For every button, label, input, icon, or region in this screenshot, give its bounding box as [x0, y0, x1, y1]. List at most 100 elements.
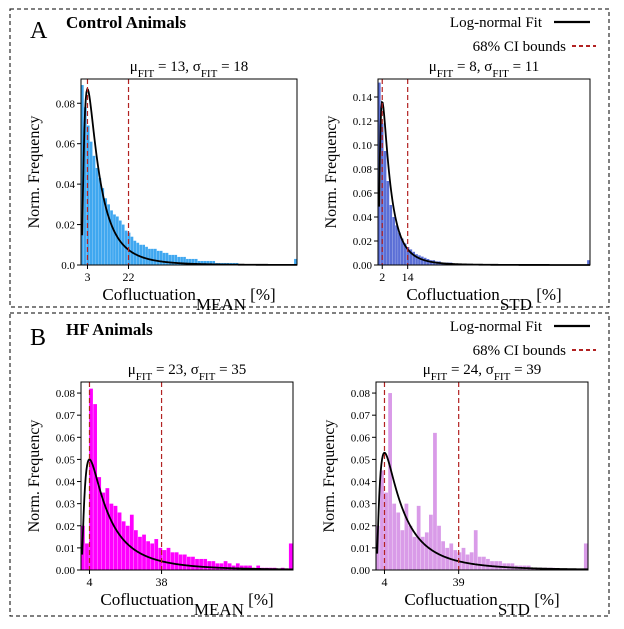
x-axis-label: CofluctuationMEAN [%] — [102, 285, 275, 314]
y-tick-label: 0.12 — [353, 116, 372, 128]
histogram-bar — [182, 554, 187, 570]
histogram-bar — [469, 552, 474, 570]
y-tick-label: 0.02 — [351, 521, 370, 533]
histogram-bar — [145, 246, 148, 265]
x-tick-label: 2 — [379, 270, 385, 284]
plot-frame — [377, 78, 591, 266]
histogram-bar — [154, 539, 159, 570]
histogram-bar — [195, 558, 199, 570]
y-tick-label: 0.00 — [353, 260, 373, 272]
histogram-bar — [412, 536, 417, 570]
histogram-bar — [89, 141, 93, 265]
chart-title: μFIT = 24, σFIT = 39 — [423, 362, 542, 383]
plot-frame — [80, 78, 298, 266]
y-tick-label: 0.00 — [56, 565, 76, 577]
histogram-bar — [158, 547, 163, 570]
histogram-bar — [420, 256, 424, 265]
histogram-bar — [130, 236, 134, 265]
legend-ci-label: 68% CI bounds — [473, 343, 566, 359]
histogram-bar — [105, 488, 110, 570]
histogram-bar — [191, 556, 195, 570]
x-tick-label: 3 — [84, 270, 90, 284]
legend-b: Log-normal Fit 68% CI bounds — [450, 319, 596, 359]
plot-frame — [375, 381, 589, 571]
chart-title: μFIT = 13, σFIT = 18 — [130, 59, 249, 80]
y-tick-label: 0.08 — [56, 388, 76, 400]
y-tick-label: 0.07 — [56, 410, 76, 422]
histogram-bar — [98, 178, 102, 265]
histogram-bar — [170, 552, 175, 570]
histogram-bar — [191, 258, 195, 265]
chart-control-mean: μFIT = 13, σFIT = 18 0.0 0.02 0.04 0.06 0.08 3… — [26, 59, 298, 314]
histogram-bar — [142, 534, 146, 570]
histogram-bar — [423, 257, 427, 265]
y-tick-label: 0.06 — [56, 432, 76, 444]
histogram-bar — [93, 404, 97, 570]
x-tick-label: 14 — [402, 270, 414, 284]
y-tick-label: 0.06 — [351, 432, 371, 444]
histogram-bar — [583, 543, 588, 570]
histogram-bar — [142, 244, 145, 265]
histogram-bar — [256, 565, 261, 570]
y-tick-label: 0.01 — [351, 543, 370, 555]
histogram-bar — [392, 217, 395, 265]
lognormal-fit-curve — [376, 451, 589, 571]
y-tick-label: 0.03 — [56, 499, 76, 511]
y-tick-label: 0.07 — [351, 410, 371, 422]
histogram-bar — [81, 85, 84, 265]
lognormal-fit-curve — [378, 100, 590, 266]
histogram-bar — [294, 258, 297, 265]
y-tick-label: 0.0 — [61, 260, 75, 272]
histogram-bar — [235, 563, 240, 570]
histogram-bar — [433, 432, 437, 570]
legend-a: Log-normal Fit 68% CI bounds — [450, 15, 596, 55]
histogram-bar — [418, 255, 421, 265]
x-axis-label: CofluctuationSTD [%] — [404, 590, 559, 619]
histogram-bar — [288, 543, 293, 570]
histogram-bar — [162, 252, 166, 265]
histogram-bar — [136, 242, 140, 265]
histogram-bar — [101, 492, 106, 570]
x-tick-label: 39 — [453, 575, 465, 589]
histogram-bar — [206, 260, 210, 265]
histogram-bar — [386, 181, 390, 265]
histogram-bar — [477, 556, 482, 570]
y-tick-label: 0.04 — [353, 212, 373, 224]
histogram-bar — [148, 248, 151, 265]
histogram-bar — [129, 514, 134, 570]
panel-b-title: HF Animals — [66, 320, 153, 339]
y-axis-label: Norm. Frequency — [321, 420, 338, 533]
panel-b-letter: B — [30, 325, 46, 351]
histogram-bar — [85, 543, 89, 570]
panel-a-title: Control Animals — [66, 13, 187, 32]
y-tick-label: 0.04 — [351, 477, 371, 489]
histogram-bar — [461, 547, 466, 570]
histogram-bar — [473, 530, 478, 570]
y-tick-label: 0.01 — [56, 543, 75, 555]
histogram-bar — [400, 238, 404, 265]
histogram-bar — [445, 547, 450, 570]
histogram-bar — [159, 250, 163, 265]
x-axis-label: CofluctuationSTD [%] — [406, 285, 561, 314]
histogram-bar — [389, 205, 393, 265]
histogram-bar — [420, 536, 425, 570]
y-tick-label: 0.05 — [56, 454, 76, 466]
histogram-bar — [177, 256, 181, 265]
histogram-bar — [403, 243, 407, 265]
histogram-bar — [398, 232, 401, 265]
histogram-bar — [223, 561, 228, 570]
x-tick-label: 22 — [123, 270, 135, 284]
histogram-bar — [498, 561, 503, 570]
legend-ci-label: 68% CI bounds — [473, 39, 566, 55]
histogram-bar — [437, 525, 441, 570]
histogram-bar — [150, 543, 155, 570]
histogram-bar — [429, 514, 433, 570]
histogram-bar — [211, 561, 216, 570]
y-tick-label: 0.02 — [353, 236, 372, 248]
histogram-bar — [116, 216, 119, 265]
histogram-bar — [165, 252, 169, 265]
y-tick-label: 0.00 — [351, 565, 371, 577]
histogram-bar — [392, 503, 397, 570]
histogram-bar — [199, 558, 203, 570]
histogram-bar — [395, 225, 398, 265]
